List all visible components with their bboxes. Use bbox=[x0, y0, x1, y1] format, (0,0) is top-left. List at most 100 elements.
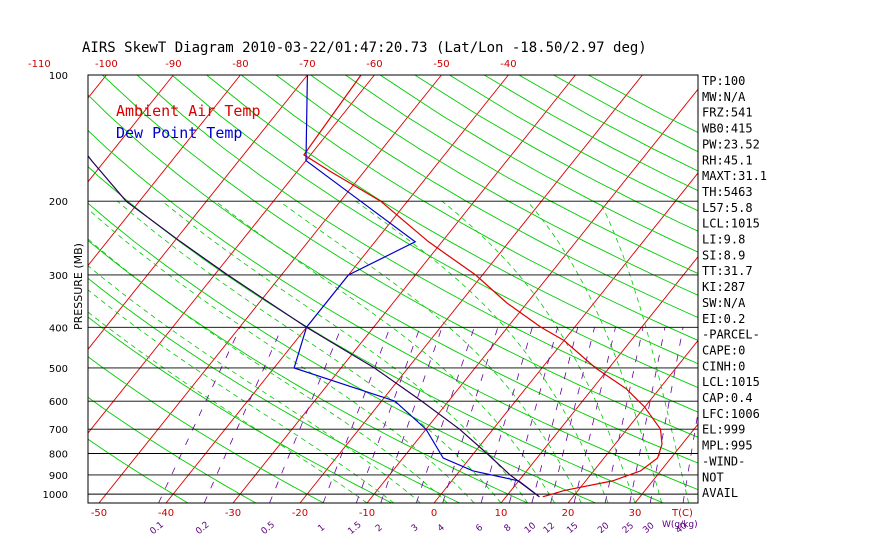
mixing-ratio-line bbox=[380, 327, 443, 503]
pressure-tick-label: 200 bbox=[49, 197, 68, 208]
side-panel-entry: PW:23.52 bbox=[702, 137, 760, 151]
side-panel-entry: SI:8.9 bbox=[702, 248, 745, 262]
mixing-ratio-line bbox=[203, 327, 283, 503]
top-tick-label: -100 bbox=[95, 59, 118, 70]
side-panel-entry: KI:287 bbox=[702, 280, 745, 294]
profile-lines bbox=[88, 75, 663, 498]
side-panel-entry: MAXT:31.1 bbox=[702, 169, 767, 183]
legend-ambient: Ambient Air Temp bbox=[116, 102, 261, 120]
mixing-ratio-line bbox=[604, 327, 644, 503]
side-panel-entry: TT:31.7 bbox=[702, 264, 753, 278]
mixing-ratio-line bbox=[550, 327, 595, 503]
top-tick-label: -80 bbox=[232, 59, 248, 70]
dry-adiabat-line bbox=[88, 396, 257, 503]
pressure-axis: 100 200 300 400 500 600 700 800 900 1000 bbox=[43, 71, 68, 501]
dry-adiabat-line bbox=[88, 316, 392, 503]
ambient-temp-line bbox=[303, 75, 663, 498]
isotherm-line bbox=[88, 75, 375, 434]
moist-adiabat-line bbox=[279, 200, 582, 503]
isotherm-line bbox=[769, 75, 870, 503]
side-panel-entry: -PARCEL- bbox=[702, 328, 760, 342]
isotherm-line bbox=[88, 75, 241, 267]
moist-adiabat-line bbox=[88, 311, 368, 503]
mixing-ratio-label: 12 bbox=[542, 521, 557, 536]
bottom-tick-label: -30 bbox=[225, 508, 241, 519]
dry-adiabat-line bbox=[310, 75, 698, 296]
moist-adiabat-line bbox=[215, 200, 555, 503]
side-panel-entry: FRZ:541 bbox=[702, 106, 753, 120]
parcel-line bbox=[88, 154, 540, 498]
side-panel-entry: MPL:995 bbox=[702, 439, 753, 453]
top-tick-label: -90 bbox=[165, 59, 181, 70]
dry-adiabat-line bbox=[241, 75, 698, 341]
moist-adiabat-line bbox=[526, 200, 663, 503]
y-axis-label: PRESSURE (MB) bbox=[72, 243, 85, 330]
side-panel-entry: RH:45.1 bbox=[702, 153, 753, 167]
moist-adiabat-line bbox=[88, 265, 421, 503]
mixing-ratio-line bbox=[508, 327, 559, 503]
dry-adiabat-line bbox=[102, 75, 698, 438]
top-tick-label: -60 bbox=[366, 59, 382, 70]
bottom-tick-label: 20 bbox=[562, 508, 575, 519]
mixing-ratio-label: 1 bbox=[316, 523, 327, 534]
moist-adiabat-line bbox=[599, 201, 689, 503]
isotherm-line bbox=[88, 75, 107, 99]
pressure-tick-label: 1000 bbox=[43, 490, 68, 501]
side-panel-entry: L57:5.8 bbox=[702, 201, 753, 215]
dry-adiabat-line bbox=[518, 75, 698, 172]
isotherm-line bbox=[98, 75, 442, 503]
moist-adiabat-line bbox=[161, 200, 529, 503]
pressure-tick-label: 300 bbox=[49, 271, 68, 282]
mixing-ratio-line bbox=[416, 327, 475, 503]
dry-adiabat-line bbox=[88, 356, 325, 503]
moist-adiabat-line bbox=[88, 208, 475, 503]
mixing-ratio-line bbox=[269, 327, 342, 503]
side-panel-entry: LFC:1006 bbox=[702, 407, 760, 421]
dry-adiabat-line bbox=[275, 75, 698, 319]
dry-adiabat-line bbox=[449, 75, 698, 212]
x-unit-label: T(C) bbox=[671, 508, 693, 519]
mixing-ratio-line bbox=[649, 327, 684, 503]
pressure-tick-label: 100 bbox=[49, 71, 68, 82]
isotherm-line bbox=[299, 75, 643, 503]
side-panel-entry: LCL:1015 bbox=[702, 217, 760, 231]
dry-adiabat-line bbox=[88, 166, 664, 503]
isotherm-line bbox=[634, 423, 698, 503]
side-panel-entry: TP:100 bbox=[702, 74, 745, 88]
side-panel-entry: EL:999 bbox=[702, 423, 745, 437]
mixing-ratio-label: 0.2 bbox=[194, 520, 211, 537]
mixing-ratio-label: 20 bbox=[596, 521, 611, 536]
mixing-ratio-label: 1.5 bbox=[346, 520, 363, 537]
moist-adiabat-line bbox=[355, 200, 609, 503]
mixing-ratio-line bbox=[480, 327, 533, 503]
side-panel-entry: CINH:0 bbox=[702, 359, 745, 373]
side-panel-entry: TH:5463 bbox=[702, 185, 753, 199]
side-panel-entry: LCL:1015 bbox=[702, 375, 760, 389]
dry-adiabat-line bbox=[136, 75, 698, 413]
moist-adiabat-line bbox=[441, 200, 636, 503]
side-panel-entry: CAPE:0 bbox=[702, 343, 745, 357]
isotherm-line bbox=[433, 172, 698, 503]
top-temp-axis: -120-110-100-90-80-70-60-50-40 bbox=[28, 59, 517, 70]
top-tick-label: -40 bbox=[500, 59, 516, 70]
bottom-tick-label: 0 bbox=[431, 508, 437, 519]
mixing-ratio-label: 4 bbox=[436, 523, 447, 535]
isotherm-line bbox=[836, 75, 870, 503]
side-panel-entry: NOT bbox=[702, 470, 724, 484]
dry-adiabat-line bbox=[88, 277, 460, 503]
isotherm-line bbox=[0, 75, 39, 503]
mixing-ratio-label: 15 bbox=[565, 521, 580, 536]
mixing-ratio-label: 25 bbox=[621, 521, 636, 536]
plot-frame bbox=[87, 74, 699, 504]
side-panel-entry: LI:9.8 bbox=[702, 233, 745, 247]
pressure-tick-label: 500 bbox=[49, 364, 68, 375]
isotherm-line bbox=[88, 75, 174, 183]
dewpoint-line bbox=[293, 75, 540, 498]
dry-adiabat-line bbox=[345, 75, 698, 274]
bottom-tick-label: -10 bbox=[359, 508, 375, 519]
pressure-tick-label: 600 bbox=[49, 397, 68, 408]
dry-adiabat-line bbox=[88, 129, 698, 491]
dry-adiabat-line bbox=[379, 75, 698, 253]
